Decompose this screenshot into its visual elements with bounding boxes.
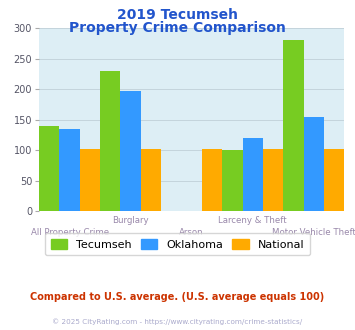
Text: 2019 Tecumseh: 2019 Tecumseh — [117, 8, 238, 22]
Bar — [242, 138, 263, 211]
Bar — [39, 126, 59, 211]
Bar — [202, 149, 222, 211]
Text: Larceny & Theft: Larceny & Theft — [218, 216, 287, 225]
Bar — [80, 149, 100, 211]
Bar — [100, 71, 120, 211]
Text: Arson: Arson — [179, 228, 204, 237]
Text: Motor Vehicle Theft: Motor Vehicle Theft — [272, 228, 355, 237]
Text: © 2025 CityRating.com - https://www.cityrating.com/crime-statistics/: © 2025 CityRating.com - https://www.city… — [53, 318, 302, 325]
Bar — [141, 149, 161, 211]
Bar — [283, 40, 304, 211]
Bar — [222, 150, 242, 211]
Legend: Tecumseh, Oklahoma, National: Tecumseh, Oklahoma, National — [45, 233, 310, 255]
Text: Property Crime Comparison: Property Crime Comparison — [69, 21, 286, 35]
Text: Burglary: Burglary — [112, 216, 149, 225]
Text: Compared to U.S. average. (U.S. average equals 100): Compared to U.S. average. (U.S. average … — [31, 292, 324, 302]
Text: All Property Crime: All Property Crime — [31, 228, 109, 237]
Bar — [59, 129, 80, 211]
Bar — [304, 116, 324, 211]
Bar — [120, 91, 141, 211]
Bar — [263, 149, 283, 211]
Bar — [324, 149, 344, 211]
